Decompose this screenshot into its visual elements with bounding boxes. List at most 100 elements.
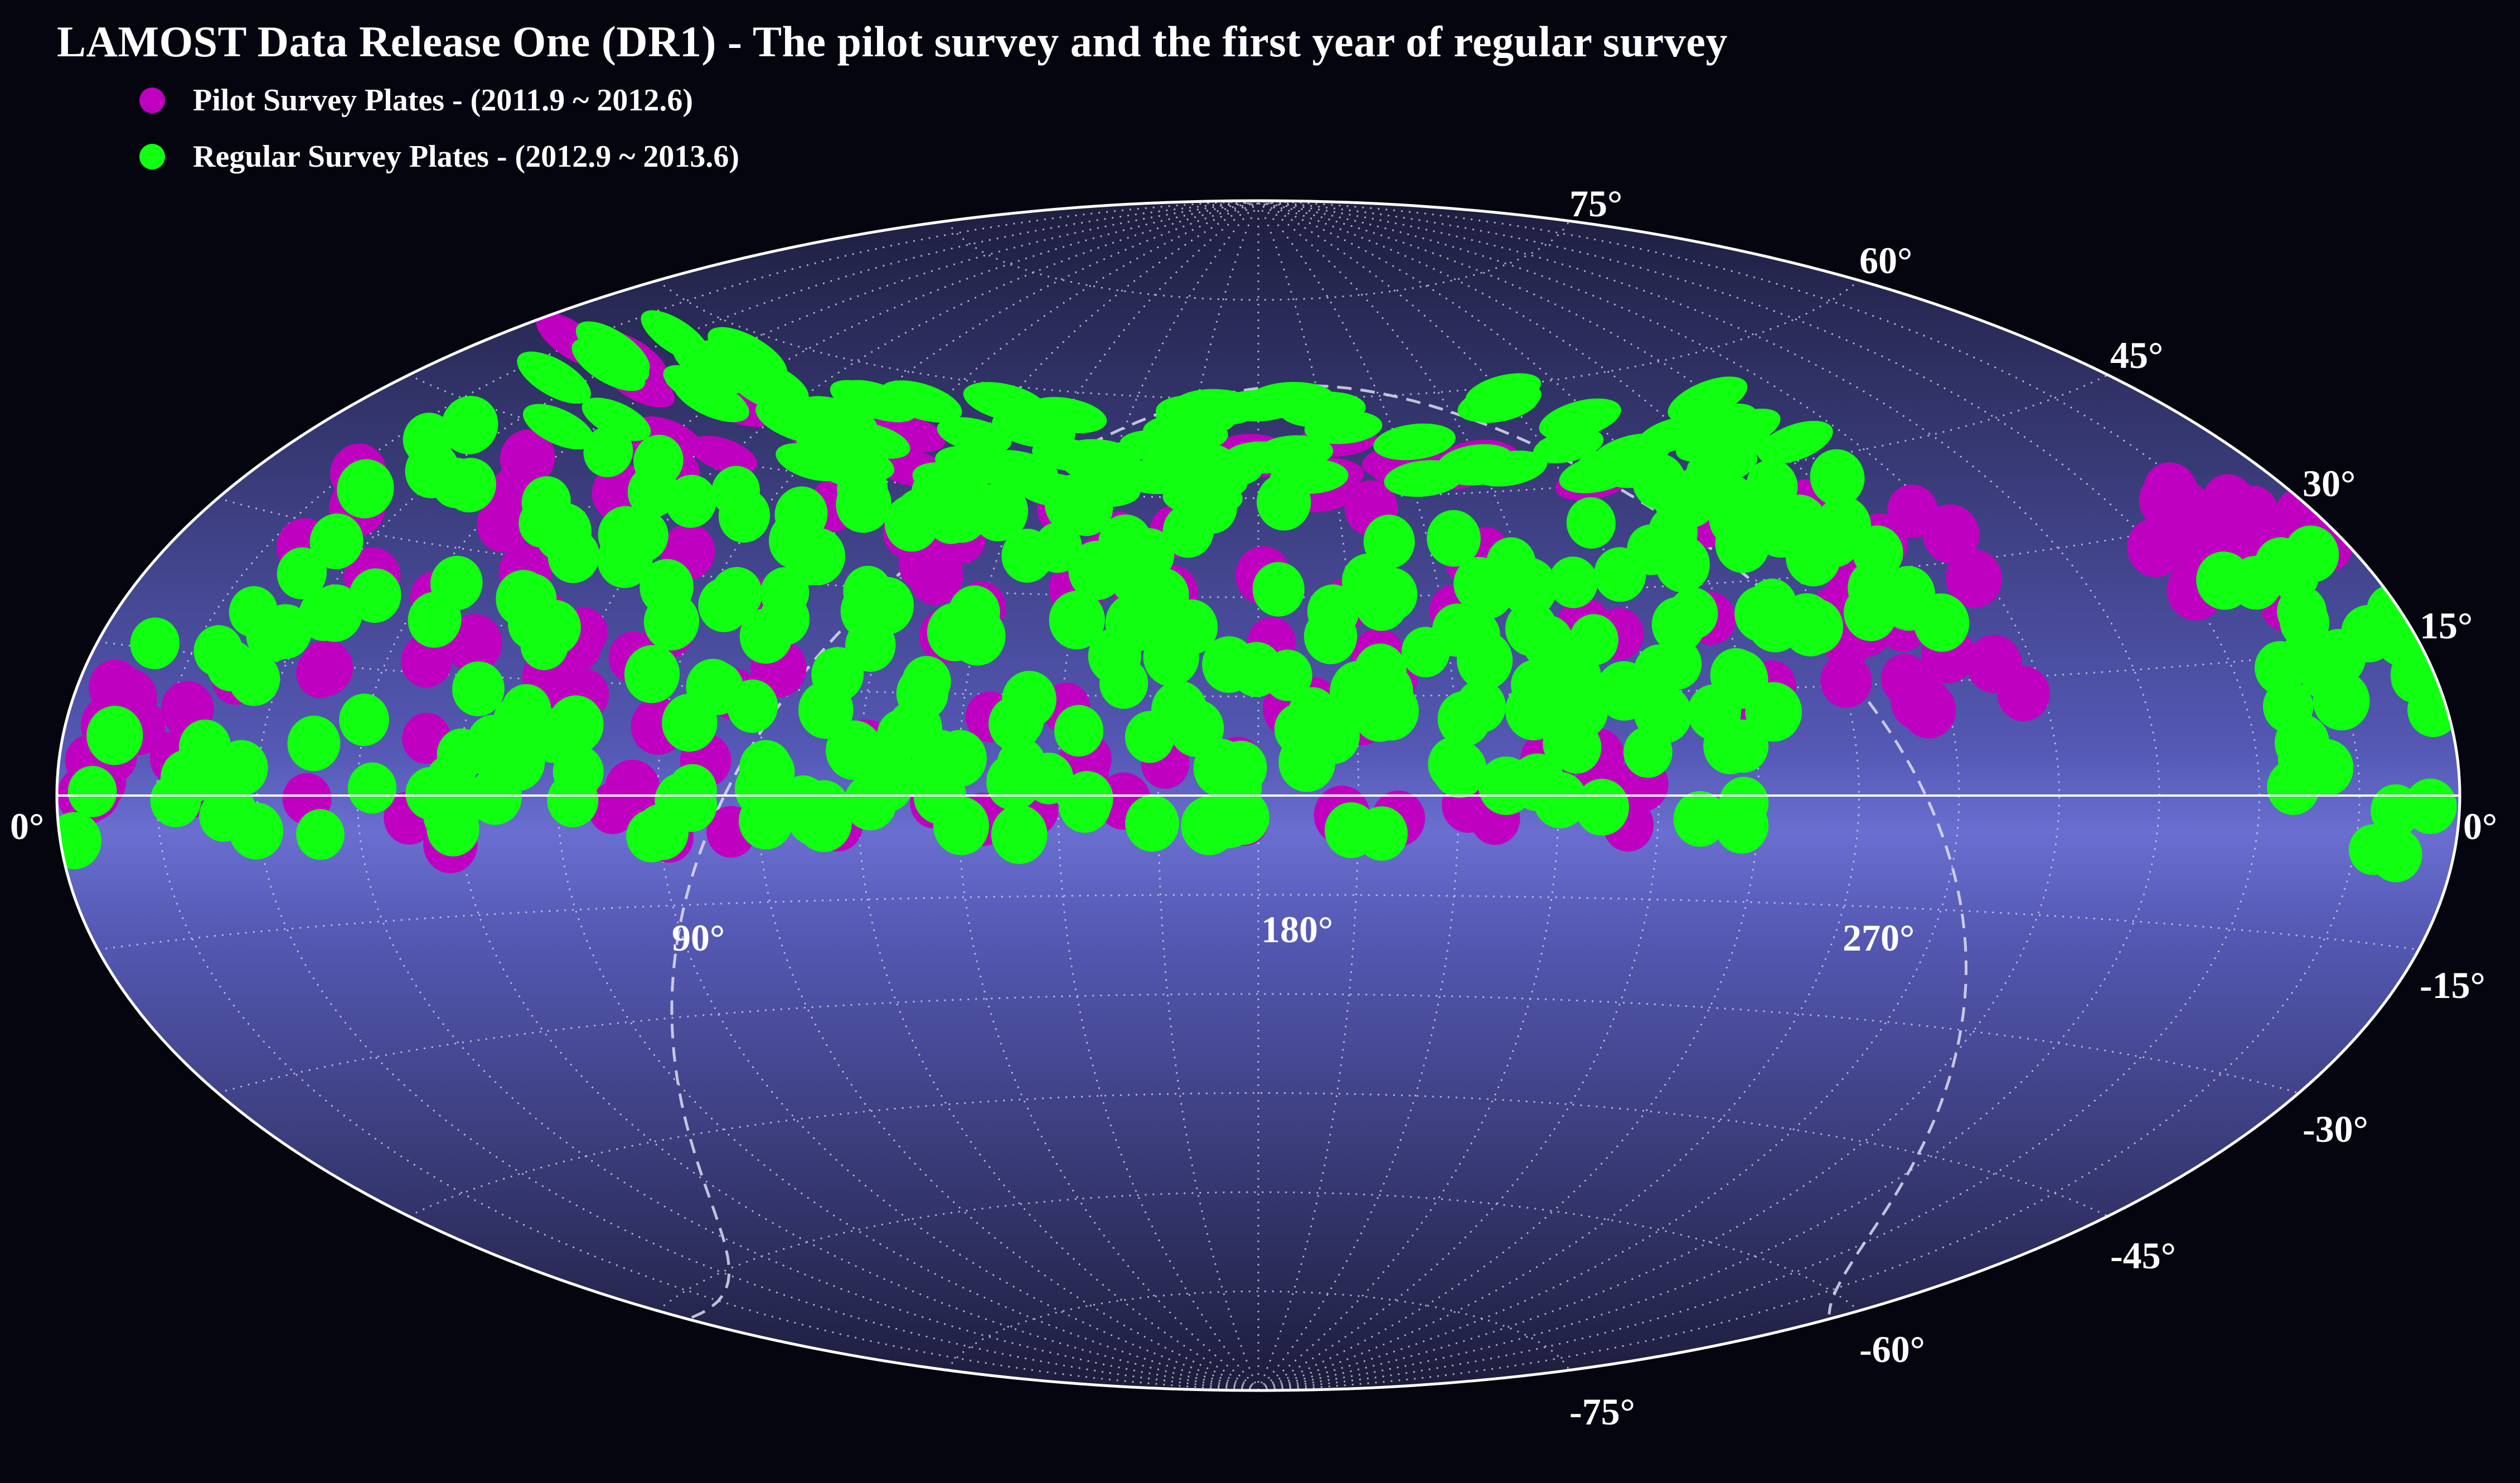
regular-plate <box>339 694 389 747</box>
pilot-plate <box>1820 653 1872 708</box>
regular-plate <box>86 706 143 765</box>
regular-plate <box>1505 601 1558 657</box>
regular-plate <box>734 761 788 816</box>
map-title: LAMOST Data Release One (DR1) - The pilo… <box>57 17 1728 66</box>
legend-marker-pilot <box>139 88 165 113</box>
regular-plate <box>949 607 1006 666</box>
regular-plate <box>1785 529 1841 587</box>
regular-plate <box>1017 472 1090 507</box>
lat-label-m75: -75° <box>1569 1390 1635 1433</box>
regular-plate <box>798 780 850 833</box>
regular-plate <box>229 652 280 706</box>
regular-plate <box>1543 716 1595 770</box>
regular-plate <box>1710 648 1762 703</box>
lat-label-15: 15° <box>2420 604 2473 647</box>
regular-plate <box>1252 562 1305 617</box>
regular-plate <box>1455 680 1506 733</box>
regular-plate <box>1384 460 1464 497</box>
lon-label-180: 180° <box>1261 908 1333 951</box>
regular-plate <box>1456 631 1513 690</box>
regular-plate <box>698 577 750 632</box>
lat-label-75: 75° <box>1569 182 1622 225</box>
regular-plate <box>1471 450 1547 487</box>
regular-plate <box>1182 452 1262 488</box>
regular-plate <box>1059 778 1111 833</box>
regular-plate <box>826 720 883 781</box>
regular-plate <box>1780 593 1834 650</box>
legend-label-pilot: Pilot Survey Plates - (2011.9 ~ 2012.6) <box>193 83 694 118</box>
regular-plate <box>1714 797 1769 854</box>
regular-plate <box>193 625 243 677</box>
regular-plate <box>441 396 498 454</box>
lat-label-m45: -45° <box>2110 1234 2176 1277</box>
regular-plate <box>1668 376 1748 423</box>
regular-plate <box>2277 732 2330 787</box>
regular-plate <box>1217 789 1269 845</box>
regular-plate <box>633 434 684 487</box>
regular-plate <box>1049 590 1105 650</box>
regular-plate <box>809 448 887 489</box>
meridian-line <box>1258 201 2160 1390</box>
pilot-plate <box>604 759 660 818</box>
regular-plate <box>1032 438 1106 472</box>
regular-plate <box>707 327 787 381</box>
regular-plate <box>1274 703 1324 755</box>
galactic-plane-segment <box>723 384 1968 1315</box>
lat-label-45: 45° <box>2110 334 2163 376</box>
regular-plate <box>1574 778 1629 836</box>
regular-plate <box>1109 552 1160 604</box>
regular-plate <box>1505 681 1562 740</box>
meridian-line <box>1258 201 2061 1390</box>
regular-plate <box>1539 398 1621 440</box>
regular-plate <box>641 310 710 362</box>
regular-plate <box>496 570 550 627</box>
regular-plate <box>349 568 401 623</box>
pilot-plate <box>1997 666 2050 721</box>
regular-plate <box>597 530 653 588</box>
regular-plate <box>1151 681 1208 740</box>
regular-plate <box>836 474 891 533</box>
regular-plate <box>672 375 749 423</box>
regular-plate <box>468 768 522 825</box>
pilot-plate <box>1887 484 1939 538</box>
regular-plate <box>786 529 840 585</box>
galactic-plane-segment <box>670 794 731 1319</box>
galactic-plane-line <box>670 384 1968 1319</box>
regular-plate <box>337 459 394 518</box>
regular-plate <box>425 754 476 807</box>
regular-plate <box>1706 408 1781 451</box>
regular-plate <box>1548 556 1598 608</box>
regular-plate <box>2255 537 2309 593</box>
pilot-plate <box>446 614 502 673</box>
pilot-plate <box>296 647 345 699</box>
regular-plate <box>972 487 1024 542</box>
regular-plate <box>1636 685 1692 744</box>
regular-plate <box>858 576 914 635</box>
regular-plate <box>1270 459 1349 494</box>
plates-layer <box>57 310 2459 883</box>
regular-plate <box>925 490 977 544</box>
lat-label-60: 60° <box>1859 239 1912 282</box>
regular-plate <box>1745 682 1802 742</box>
regular-plate <box>522 404 594 450</box>
lat-label-30: 30° <box>2303 462 2356 505</box>
regular-plate <box>2196 551 2252 610</box>
lat-label-m15: -15° <box>2420 964 2485 1006</box>
regular-plate <box>991 804 1048 864</box>
regular-plate <box>1757 420 1833 464</box>
regular-plate <box>1246 382 1336 419</box>
regular-plate <box>160 749 215 806</box>
regular-plate <box>1569 614 1618 666</box>
legend-item-regular: Regular Survey Plates - (2012.9 ~ 2013.6… <box>139 137 739 177</box>
parallel-line <box>98 894 2419 951</box>
regular-plate <box>229 802 284 860</box>
regular-plate <box>634 803 689 860</box>
regular-plate <box>405 442 459 498</box>
regular-plate <box>575 321 650 377</box>
regular-plate <box>277 547 327 599</box>
regular-plate <box>759 593 810 646</box>
regular-plate <box>1193 739 1249 797</box>
pilot-plate <box>690 435 758 474</box>
regular-plate <box>130 617 180 670</box>
